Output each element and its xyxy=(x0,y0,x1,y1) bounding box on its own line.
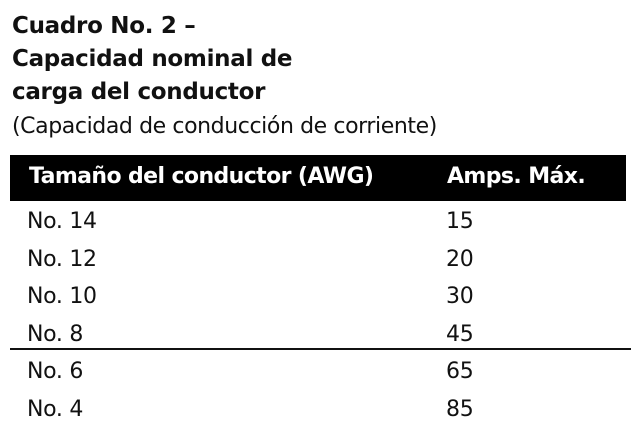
title-line: Capacidad nominal de xyxy=(12,46,293,72)
row-divider xyxy=(10,348,631,350)
cell-size: No. 14 xyxy=(27,209,97,234)
title-line: Cuadro No. 2 – xyxy=(12,13,196,39)
cell-amps: 30 xyxy=(446,284,474,309)
cell-size: No. 4 xyxy=(27,397,84,422)
table-row: No. 8 45 xyxy=(0,316,635,354)
table-subtitle: (Capacidad de conducción de corriente) xyxy=(12,114,437,139)
table-title: Cuadro No. 2 – Capacidad nominal de carg… xyxy=(12,10,293,109)
cell-amps: 15 xyxy=(446,209,474,234)
table-row: No. 12 20 xyxy=(0,241,635,279)
table-row: No. 14 15 xyxy=(0,203,635,241)
title-line: carga del conductor xyxy=(12,79,266,105)
header-max-amps: Amps. Máx. xyxy=(447,164,586,189)
cell-amps: 20 xyxy=(446,247,474,272)
cell-amps: 65 xyxy=(446,359,474,384)
cell-amps: 85 xyxy=(446,397,474,422)
table-row: No. 4 85 xyxy=(0,391,635,429)
table-row: No. 10 30 xyxy=(0,278,635,316)
cell-size: No. 6 xyxy=(27,359,84,384)
table-header: Tamaño del conductor (AWG) Amps. Máx. xyxy=(10,155,626,201)
header-conductor-size: Tamaño del conductor (AWG) xyxy=(29,164,374,189)
table-row: No. 6 65 xyxy=(0,353,635,391)
cell-size: No. 12 xyxy=(27,247,97,272)
cell-size: No. 10 xyxy=(27,284,97,309)
cell-size: No. 8 xyxy=(27,322,84,347)
cell-amps: 45 xyxy=(446,322,474,347)
